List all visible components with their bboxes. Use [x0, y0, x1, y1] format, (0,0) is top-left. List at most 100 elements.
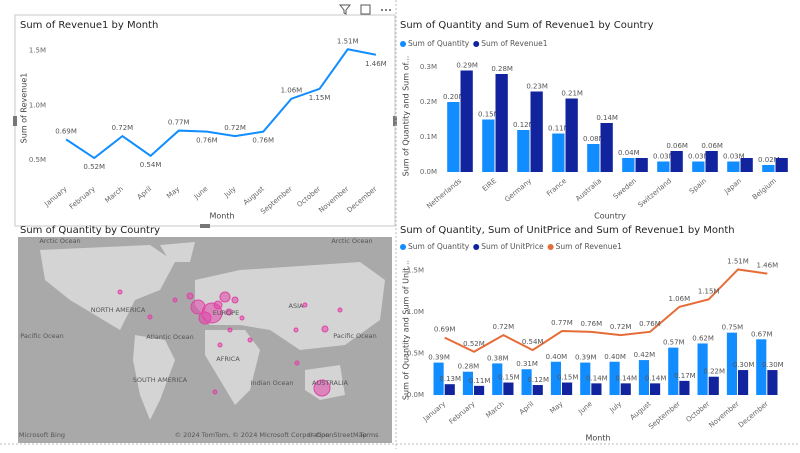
focus-icon[interactable]	[360, 4, 371, 15]
data-label: 0.72M	[610, 323, 632, 331]
y-tick-label: 1.5M	[407, 266, 424, 274]
y-axis-title: Sum of Revenue1	[20, 73, 29, 144]
bar	[580, 362, 591, 395]
line	[444, 268, 768, 353]
map-label: Pacific Ocean	[20, 332, 64, 340]
y-tick-label: 0.0M	[407, 391, 424, 399]
data-label: 0.77M	[551, 319, 573, 327]
data-label: 0.30M	[733, 361, 755, 369]
chart-title: Sum of Quantity, Sum of UnitPrice and Su…	[400, 225, 735, 236]
legend-label: Sum of Quantity	[408, 39, 470, 48]
y-tick-label: 1.0M	[407, 308, 424, 316]
map-land	[205, 330, 260, 405]
legend-label: Sum of Revenue1	[481, 39, 547, 48]
data-label: 0.67M	[751, 330, 773, 338]
bar	[620, 383, 631, 395]
data-label: 0.52M	[83, 163, 105, 171]
data-label: 0.15M	[557, 374, 579, 382]
chart-title: Sum of Quantity and Sum of Revenue1 by C…	[400, 20, 654, 31]
data-label: 1.15M	[698, 287, 720, 295]
legend-label: Sum of Revenue1	[556, 242, 622, 251]
bar	[697, 343, 708, 395]
data-label: 0.08M	[583, 135, 605, 143]
more-icon[interactable]	[381, 9, 391, 11]
bar	[609, 361, 620, 395]
bar	[587, 144, 600, 172]
legend-marker	[400, 41, 406, 47]
map-land	[133, 335, 175, 420]
data-label: 0.20M	[443, 93, 465, 101]
y-tick-label: 1.0M	[29, 101, 46, 109]
bar	[657, 161, 670, 172]
data-label: 0.14M	[596, 114, 618, 122]
data-label: 0.13M	[439, 375, 461, 383]
legend-label: Sum of Quantity	[408, 242, 470, 251]
bar	[738, 370, 749, 395]
bar	[740, 158, 753, 172]
map-label: AUSTRALIA	[312, 379, 349, 387]
data-label: 1.06M	[669, 295, 691, 303]
bar	[638, 360, 649, 395]
bar	[726, 332, 737, 395]
map-bubble	[225, 308, 233, 316]
data-label: 0.30M	[762, 361, 784, 369]
bar	[550, 361, 561, 395]
bar	[474, 385, 485, 395]
map-land	[40, 245, 175, 330]
data-label: 0.40M	[604, 353, 626, 361]
data-label: 0.12M	[513, 121, 535, 129]
bar	[444, 384, 455, 395]
data-label: 0.31M	[516, 360, 538, 368]
data-label: 0.42M	[634, 351, 656, 359]
y-tick-label: 0.0M	[420, 168, 437, 176]
bar	[670, 151, 683, 172]
map-bubble	[213, 300, 223, 310]
bar	[562, 382, 573, 395]
bar	[600, 123, 613, 172]
data-label: 0.11M	[548, 125, 570, 133]
bar	[635, 158, 648, 172]
y-tick-label: 0.5M	[407, 349, 424, 357]
map-land	[160, 242, 195, 262]
data-label: 0.17M	[674, 372, 696, 380]
data-label: 0.39M	[428, 354, 450, 362]
chart-title: Sum of Revenue1 by Month	[20, 20, 158, 31]
y-tick-label: 0.2M	[420, 98, 437, 106]
map-bubble	[247, 337, 253, 343]
bar	[775, 158, 788, 172]
y-tick-label: 0.1M	[420, 133, 437, 141]
data-label: 0.72M	[224, 124, 246, 132]
data-label: 0.03M	[688, 153, 710, 161]
bar	[727, 161, 740, 172]
map-bubble	[231, 296, 239, 304]
data-label: 1.51M	[727, 257, 749, 265]
map-label: NORTH AMERICA	[91, 306, 146, 314]
map-label: SOUTH AMERICA	[133, 376, 188, 384]
map-bubble	[321, 325, 329, 333]
bar	[521, 369, 532, 395]
filter-icon[interactable]	[338, 4, 352, 15]
map-label: Arctic Ocean	[331, 237, 372, 245]
bar	[530, 91, 543, 172]
bar	[482, 119, 495, 172]
y-tick-label: 1.5M	[29, 46, 46, 54]
bar	[447, 102, 460, 172]
bar	[591, 383, 602, 395]
data-label: 0.77M	[168, 119, 190, 127]
map-bubble	[212, 389, 218, 395]
map-label: Arctic Ocean	[39, 237, 80, 245]
x-axis-title: Month	[209, 212, 234, 221]
map-bubble	[186, 292, 194, 300]
data-label: 0.14M	[615, 374, 637, 382]
bar	[462, 371, 473, 395]
map-logo: Microsoft Bing	[19, 431, 65, 439]
map-terms[interactable]: Terms	[358, 431, 379, 439]
y-tick-label: 0.3M	[420, 63, 437, 71]
data-label: 1.51M	[337, 37, 359, 45]
map-bubble	[239, 315, 245, 321]
data-label: 0.29M	[456, 62, 478, 70]
bar	[692, 161, 705, 172]
legend-marker	[473, 244, 480, 250]
map-osm: © OpenStreetMap	[307, 431, 366, 439]
map-bubble	[190, 299, 206, 315]
